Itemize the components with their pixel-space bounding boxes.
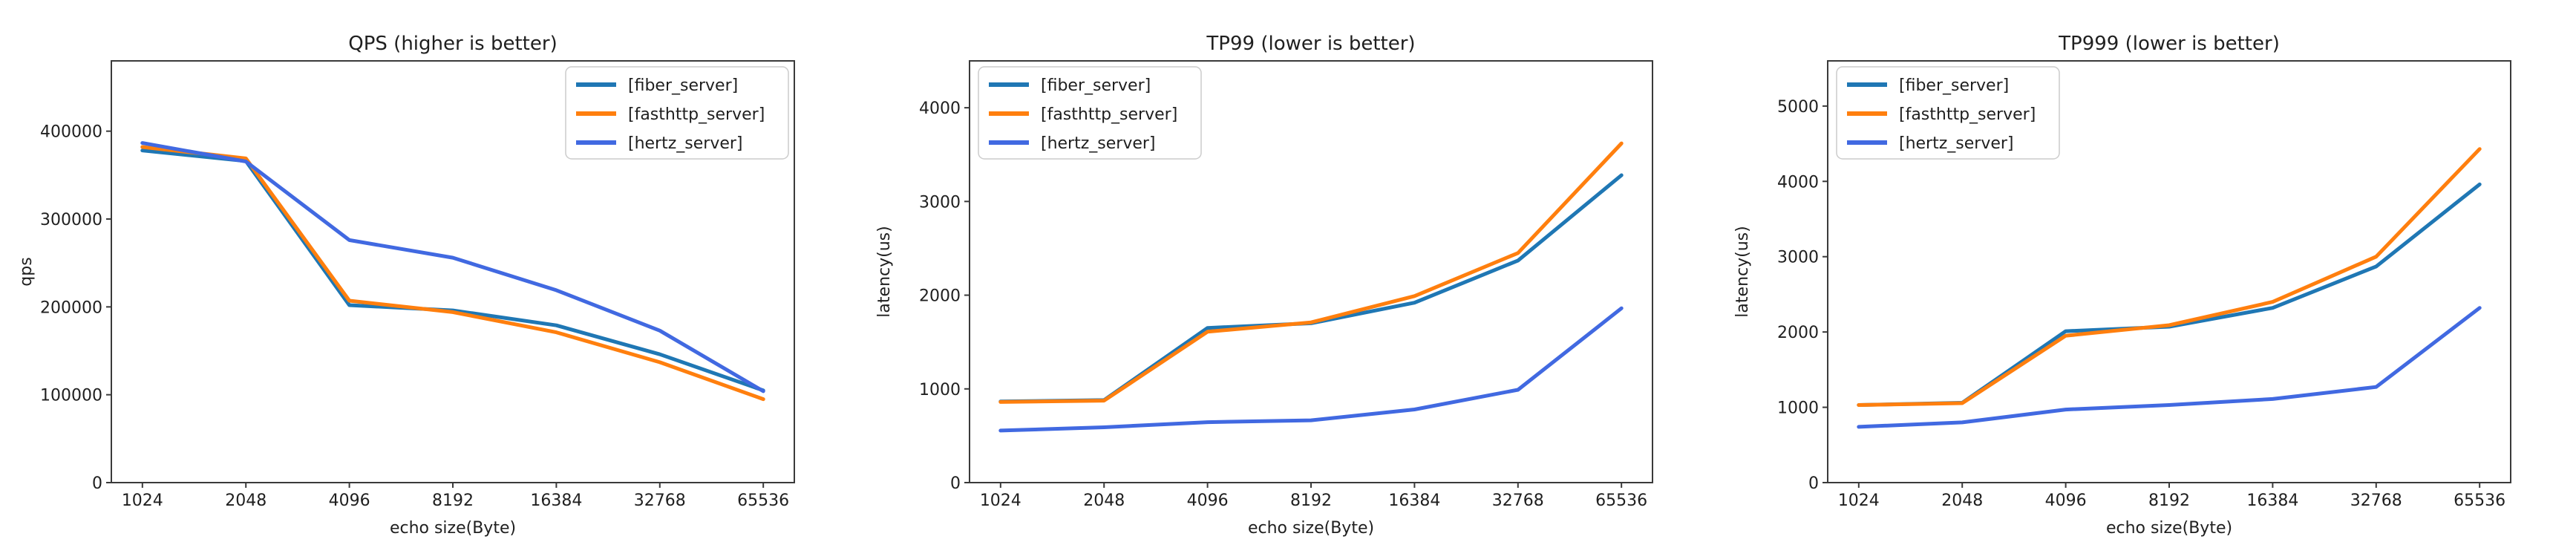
- chart-title: QPS (higher is better): [348, 33, 557, 55]
- x-tick-label: 32768: [1492, 492, 1544, 510]
- chart-title: TP99 (lower is better): [1206, 33, 1415, 55]
- tp99-chart-canvas: 0 1000 2000 3000 4000 1024 2048 4096 8192 16384 32…: [875, 33, 1653, 538]
- x-tick-label: 8192: [2148, 492, 2190, 510]
- x-axis-label: echo size(Byte): [1248, 519, 1374, 538]
- y-axis-label: latency(us): [875, 226, 894, 317]
- legend: [1836, 66, 2060, 160]
- legend-label: [hertz_server]: [628, 134, 743, 153]
- chart-qps: 0 100000 200000 300000 400000 1024 2048 4096 819…: [0, 0, 858, 542]
- y-tick-label: 1000: [919, 381, 961, 399]
- y-tick-label: 2000: [1777, 324, 1819, 342]
- x-tick-label: 8192: [1290, 492, 1332, 510]
- x-tick-label: 16384: [2246, 492, 2298, 510]
- y-tick-label: 0: [92, 474, 102, 493]
- x-tick-label: 4096: [329, 492, 370, 510]
- legend-label: [fiber_server]: [628, 76, 738, 95]
- y-tick-label: 4000: [919, 99, 961, 118]
- y-tick-label: 3000: [1777, 249, 1819, 267]
- y-tick-label: 300000: [40, 211, 102, 229]
- legend-label: [hertz_server]: [1899, 134, 2014, 153]
- y-tick-label: 3000: [919, 193, 961, 212]
- y-axis-label: latency(us): [1733, 226, 1752, 317]
- y-tick-label: 0: [1808, 474, 1819, 493]
- x-tick-label: 65536: [737, 492, 789, 510]
- legend-label: [fiber_server]: [1041, 76, 1151, 95]
- qps-chart-canvas: 0 100000 200000 300000 400000 1024 2048 4096 819…: [17, 33, 795, 538]
- x-tick-label: 65536: [1595, 492, 1647, 510]
- y-tick-label: 5000: [1777, 98, 1819, 117]
- series-line-fasthttp: [1857, 147, 2482, 407]
- legend: [978, 66, 1202, 160]
- series-line-fasthttp: [998, 141, 1624, 404]
- x-tick-label: 32768: [634, 492, 686, 510]
- series-line-hertz: [140, 141, 765, 394]
- legend-label: [fasthttp_server]: [1899, 105, 2036, 124]
- x-tick-label: 4096: [1187, 492, 1229, 510]
- x-tick-label: 2048: [225, 492, 267, 510]
- x-tick-label: 16384: [1388, 492, 1440, 510]
- y-tick-label: 400000: [40, 123, 102, 142]
- x-tick-label: 1024: [1838, 492, 1880, 510]
- legend-label: [fasthttp_server]: [628, 105, 765, 124]
- y-tick-label: 1000: [1777, 399, 1819, 418]
- x-tick-label: 16384: [530, 492, 582, 510]
- x-tick-label: 2048: [1083, 492, 1125, 510]
- x-tick-label: 65536: [2454, 492, 2505, 510]
- legend: [565, 66, 789, 160]
- y-tick-label: 0: [950, 474, 961, 493]
- series-line-fiber: [1857, 182, 2482, 407]
- x-tick-label: 32768: [2350, 492, 2402, 510]
- x-axis-label: echo size(Byte): [390, 519, 516, 538]
- x-tick-label: 1024: [122, 492, 163, 510]
- x-tick-label: 1024: [980, 492, 1021, 510]
- chart-title: TP999 (lower is better): [2058, 33, 2280, 55]
- x-tick-label: 2048: [1941, 492, 1983, 510]
- legend-label: [hertz_server]: [1041, 134, 1156, 153]
- series-line-hertz: [1857, 306, 2482, 429]
- legend-label: [fiber_server]: [1899, 76, 2009, 95]
- y-tick-label: 100000: [40, 387, 102, 405]
- x-axis-label: echo size(Byte): [2106, 519, 2232, 538]
- y-tick-label: 200000: [40, 298, 102, 317]
- chart-tp99: 0 1000 2000 3000 4000 1024 2048 4096 8192 16384 32…: [858, 0, 1716, 542]
- series-line-fiber: [140, 148, 765, 393]
- y-axis-label: qps: [17, 257, 36, 286]
- legend-label: [fasthttp_server]: [1041, 105, 1177, 124]
- y-tick-label: 4000: [1777, 173, 1819, 192]
- tp999-chart-canvas: 0 1000 2000 3000 4000 5000 1024 2048 4096 8192 163…: [1733, 33, 2511, 538]
- series-line-fasthttp: [140, 145, 765, 402]
- series-line-fiber: [998, 173, 1624, 404]
- x-tick-label: 8192: [432, 492, 474, 510]
- x-tick-label: 4096: [2045, 492, 2087, 510]
- y-tick-label: 2000: [919, 287, 961, 306]
- series-line-hertz: [998, 306, 1624, 433]
- chart-tp999: 0 1000 2000 3000 4000 5000 1024 2048 4096 8192 163…: [1716, 0, 2575, 542]
